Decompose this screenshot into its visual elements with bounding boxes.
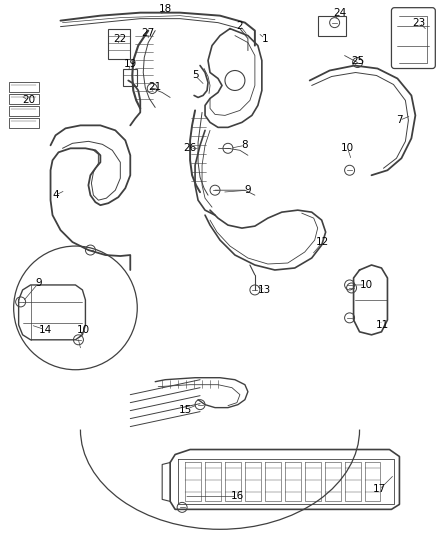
Bar	[9, 94, 39, 104]
Text: 10: 10	[341, 143, 354, 154]
Text: 25: 25	[351, 55, 364, 66]
Text: 22: 22	[114, 34, 127, 44]
Text: 23: 23	[413, 18, 426, 28]
Bar	[9, 107, 39, 116]
Text: 17: 17	[373, 484, 386, 495]
Text: 7: 7	[396, 115, 403, 125]
Text: 27: 27	[141, 28, 155, 38]
Text: 9: 9	[35, 278, 42, 288]
Text: 2: 2	[237, 21, 243, 30]
Bar	[9, 83, 39, 92]
Text: 21: 21	[148, 83, 162, 92]
Text: 4: 4	[52, 190, 59, 200]
Text: 15: 15	[178, 405, 192, 415]
Text: 20: 20	[22, 95, 35, 106]
Text: 19: 19	[124, 59, 137, 69]
Text: 18: 18	[159, 4, 172, 14]
Text: 12: 12	[316, 237, 329, 247]
Text: 11: 11	[376, 320, 389, 330]
Text: 26: 26	[184, 143, 197, 154]
Text: 10: 10	[77, 325, 90, 335]
Text: 10: 10	[360, 280, 373, 290]
Text: 24: 24	[333, 7, 346, 18]
Text: 14: 14	[39, 325, 52, 335]
Bar	[318, 15, 346, 36]
Text: 13: 13	[258, 285, 272, 295]
Text: 16: 16	[230, 491, 244, 502]
Text: 1: 1	[261, 34, 268, 44]
Bar	[108, 29, 130, 59]
Text: 9: 9	[244, 185, 251, 195]
Text: 8: 8	[242, 140, 248, 150]
Bar	[124, 69, 137, 86]
Bar	[9, 118, 39, 128]
Text: 5: 5	[192, 70, 198, 80]
